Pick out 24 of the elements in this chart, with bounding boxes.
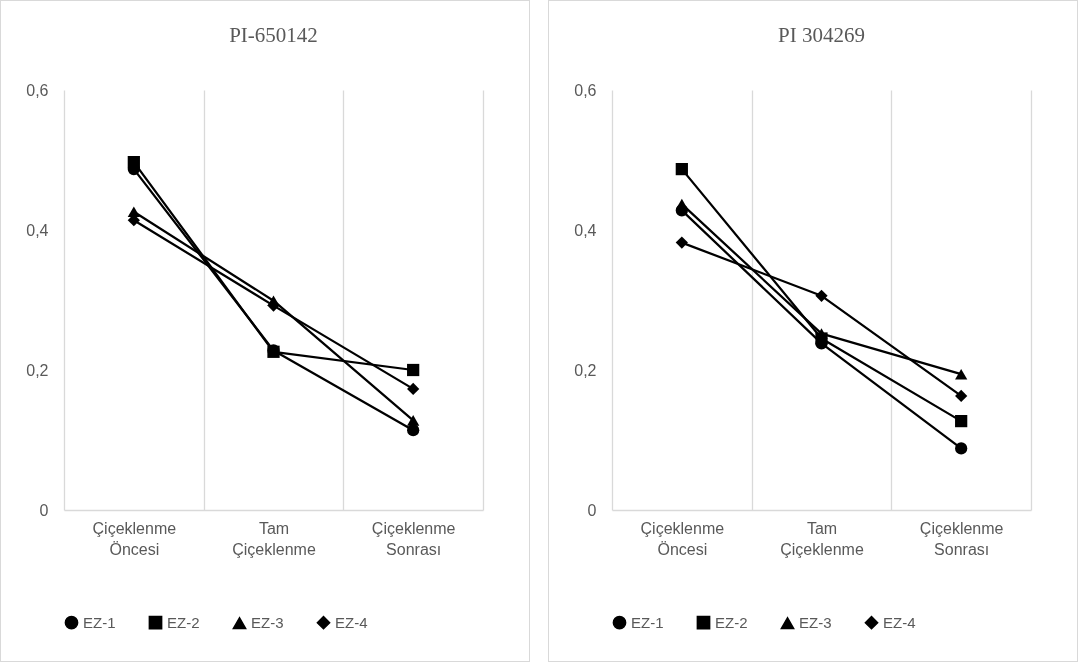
legend-label: EZ-2 [167,613,200,631]
legend-label: EZ-1 [83,613,116,631]
y-tick-label: 0,4 [574,221,597,239]
x-tick-label: Tam Çiçeklenme [780,519,864,558]
legend-label: EZ-1 [631,613,664,631]
chart-title: PI-650142 [229,23,318,47]
y-tick-label: 0,2 [574,361,597,379]
x-tick-label: Çiçeklenme Öncesi [92,519,177,558]
y-tick-label: 0 [587,501,597,519]
y-tick-label: 0 [39,501,49,519]
legend-label: EZ-3 [799,614,832,632]
x-tick-label: Çiçeklenme Öncesi [640,519,725,558]
legend-label: EZ-4 [335,613,368,631]
x-tick-label: Çiçeklenme Sonrası [919,519,1004,558]
y-tick-label: 0,6 [574,81,597,99]
y-tick-label: 0,6 [26,81,49,99]
chart-title: PI 304269 [778,23,865,47]
y-tick-label: 0,4 [26,221,49,239]
x-tick-label: Çiçeklenme Sonrası [371,519,456,558]
legend-label: EZ-4 [883,613,916,631]
x-tick-label: Tam Çiçeklenme [232,519,316,558]
legend-label: EZ-2 [715,613,748,631]
legend-label: EZ-3 [251,614,284,632]
y-tick-label: 0,2 [26,361,49,379]
